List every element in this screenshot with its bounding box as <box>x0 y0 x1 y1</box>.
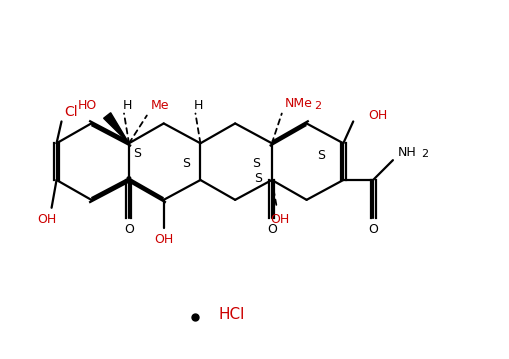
Text: HCl: HCl <box>218 307 245 322</box>
Polygon shape <box>104 113 129 143</box>
Text: OH: OH <box>368 109 387 122</box>
Text: HO: HO <box>78 99 97 112</box>
Text: S: S <box>318 149 326 162</box>
Text: NH: NH <box>398 146 417 159</box>
Text: H: H <box>122 99 132 112</box>
Text: Me: Me <box>151 99 169 112</box>
Text: S: S <box>254 172 262 185</box>
Text: 2: 2 <box>421 149 428 159</box>
Text: O: O <box>368 223 378 236</box>
Text: 2: 2 <box>315 101 322 111</box>
Text: OH: OH <box>154 233 174 246</box>
Text: O: O <box>124 223 134 236</box>
Text: OH: OH <box>270 213 290 226</box>
Text: OH: OH <box>37 213 56 226</box>
Text: O: O <box>267 223 277 236</box>
Text: S: S <box>133 147 141 160</box>
Text: H: H <box>194 99 203 112</box>
Text: S: S <box>252 157 260 170</box>
Text: NMe: NMe <box>285 97 313 110</box>
Text: S: S <box>183 157 190 170</box>
Text: Cl: Cl <box>65 104 78 118</box>
